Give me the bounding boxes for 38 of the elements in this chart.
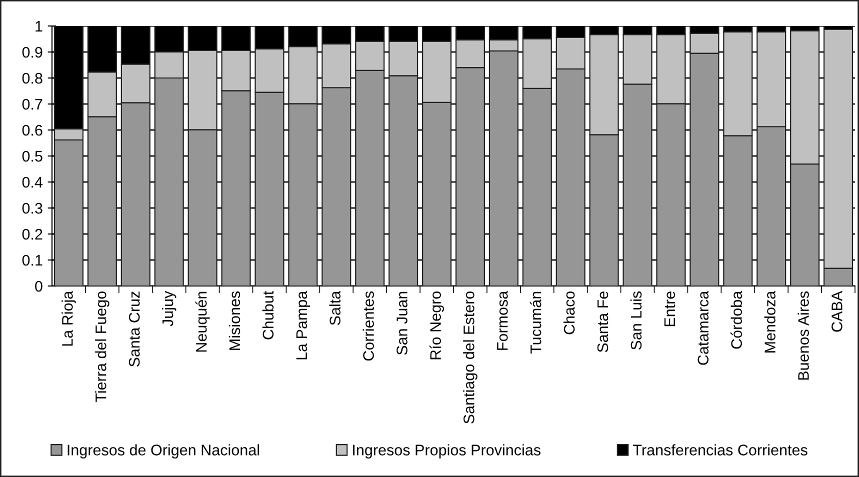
legend-label: Ingresos Propios Provincias (353, 444, 540, 458)
x-tick-label: Mendoza (764, 290, 776, 352)
y-tick-label: 0.1 (22, 254, 42, 266)
y-tick-label: 0.8 (22, 72, 42, 84)
x-tick-label: Catamarca (698, 290, 709, 365)
y-tick-label: 0.2 (22, 228, 42, 240)
y-tick-label: 0.4 (22, 176, 43, 188)
y-tick-label: 0.3 (22, 202, 42, 214)
x-tick-label: Jujuy (162, 290, 176, 326)
x-tick-label: Santiago del Estero (463, 291, 478, 424)
x-tick-label: San Luis (630, 291, 642, 350)
x-tick-label: CABA (832, 290, 842, 332)
legend-label: Transferencias Corrientes (633, 444, 808, 456)
x-tick-label: La Rioja (62, 290, 76, 346)
x-tick-label: Neuquén (195, 292, 210, 352)
x-tick-label: La Pampa (296, 290, 310, 360)
legend-label: Ingresos de Origen Nacional (68, 444, 260, 458)
x-tick-label: Misiones (228, 291, 240, 350)
x-tick-label: Corrientes (362, 291, 374, 361)
x-tick-label: Formosa (497, 290, 508, 350)
x-tick-label: Buenos Aires (798, 291, 809, 380)
x-tick-label: Chubut (262, 290, 274, 340)
x-tick-label: Río Negro (430, 292, 444, 360)
y-tick-label: 0.9 (22, 46, 42, 58)
y-tick-label: 0.7 (22, 98, 42, 110)
x-tick-label: San Juan (396, 292, 408, 355)
x-tick-label: Córdoba (730, 290, 742, 349)
x-tick-label: Santa Cruz (128, 292, 140, 367)
y-tick-label: 0.6 (22, 124, 42, 136)
y-tick-label: 0 (35, 280, 42, 292)
y-tick-label: 1 (36, 21, 42, 32)
x-tick-label: Chaco (563, 292, 575, 334)
y-tick-label: 0.5 (22, 150, 42, 162)
x-tick-label: Tucumán (530, 292, 542, 354)
x-tick-label: Santa Fe (597, 292, 608, 352)
x-tick-label: Tierra del Fuego (95, 291, 110, 402)
x-tick-label: Entre (664, 292, 676, 326)
x-tick-label: Salta (329, 290, 340, 325)
